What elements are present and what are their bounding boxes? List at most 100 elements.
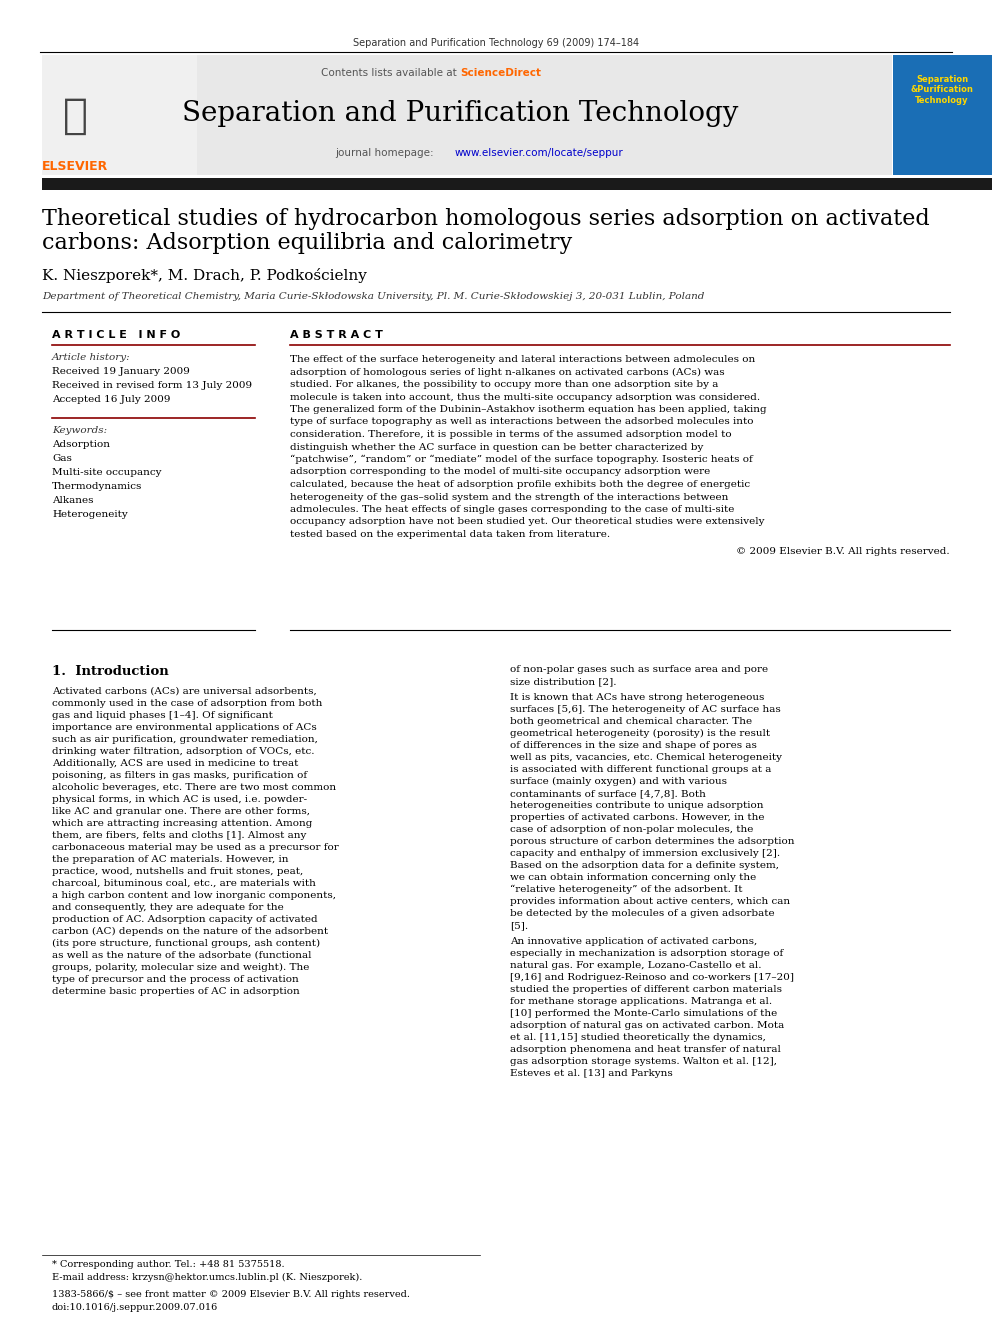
Text: for methane storage applications. Matranga et al.: for methane storage applications. Matran… xyxy=(510,998,772,1005)
Text: www.elsevier.com/locate/seppur: www.elsevier.com/locate/seppur xyxy=(455,148,624,157)
Text: calculated, because the heat of adsorption profile exhibits both the degree of e: calculated, because the heat of adsorpti… xyxy=(290,480,750,490)
Text: practice, wood, nutshells and fruit stones, peat,: practice, wood, nutshells and fruit ston… xyxy=(52,867,304,876)
Text: adsorption corresponding to the model of multi-site occupancy adsorption were: adsorption corresponding to the model of… xyxy=(290,467,710,476)
Text: physical forms, in which AC is used, i.e. powder-: physical forms, in which AC is used, i.e… xyxy=(52,795,308,804)
Text: “relative heterogeneity” of the adsorbent. It: “relative heterogeneity” of the adsorben… xyxy=(510,885,742,894)
Text: Based on the adsorption data for a definite system,: Based on the adsorption data for a defin… xyxy=(510,861,779,871)
Text: surfaces [5,6]. The heterogeneity of AC surface has: surfaces [5,6]. The heterogeneity of AC … xyxy=(510,705,781,714)
Text: alcoholic beverages, etc. There are two most common: alcoholic beverages, etc. There are two … xyxy=(52,783,336,792)
Text: gas and liquid phases [1–4]. Of significant: gas and liquid phases [1–4]. Of signific… xyxy=(52,710,273,720)
Text: molecule is taken into account, thus the multi-site occupancy adsorption was con: molecule is taken into account, thus the… xyxy=(290,393,760,401)
Text: A B S T R A C T: A B S T R A C T xyxy=(290,329,383,340)
Text: journal homepage:: journal homepage: xyxy=(335,148,436,157)
Text: provides information about active centers, which can: provides information about active center… xyxy=(510,897,790,906)
Text: Contents lists available at: Contents lists available at xyxy=(321,67,460,78)
Text: gas adsorption storage systems. Walton et al. [12],: gas adsorption storage systems. Walton e… xyxy=(510,1057,777,1066)
Text: well as pits, vacancies, etc. Chemical heterogeneity: well as pits, vacancies, etc. Chemical h… xyxy=(510,753,782,762)
Text: we can obtain information concerning only the: we can obtain information concerning onl… xyxy=(510,873,756,882)
Text: studied the properties of different carbon materials: studied the properties of different carb… xyxy=(510,986,782,994)
Text: properties of activated carbons. However, in the: properties of activated carbons. However… xyxy=(510,814,765,822)
Text: is associated with different functional groups at a: is associated with different functional … xyxy=(510,765,772,774)
Text: Alkanes: Alkanes xyxy=(52,496,93,505)
Bar xyxy=(42,179,992,191)
Bar xyxy=(42,56,197,175)
Text: © 2009 Elsevier B.V. All rights reserved.: © 2009 Elsevier B.V. All rights reserved… xyxy=(736,548,950,557)
Text: case of adsorption of non-polar molecules, the: case of adsorption of non-polar molecule… xyxy=(510,826,753,833)
Text: Article history:: Article history: xyxy=(52,353,131,363)
Text: Esteves et al. [13] and Parkyns: Esteves et al. [13] and Parkyns xyxy=(510,1069,673,1078)
Text: Heterogeneity: Heterogeneity xyxy=(52,509,128,519)
Text: Department of Theoretical Chemistry, Maria Curie-Skłodowska University, Pl. M. C: Department of Theoretical Chemistry, Mar… xyxy=(42,292,704,302)
Text: (its pore structure, functional groups, ash content): (its pore structure, functional groups, … xyxy=(52,939,320,949)
Bar xyxy=(42,56,892,175)
Text: size distribution [2].: size distribution [2]. xyxy=(510,677,616,687)
Text: distinguish whether the AC surface in question can be better characterized by: distinguish whether the AC surface in qu… xyxy=(290,442,703,451)
Text: and consequently, they are adequate for the: and consequently, they are adequate for … xyxy=(52,904,284,912)
Text: Thermodynamics: Thermodynamics xyxy=(52,482,143,491)
Text: which are attracting increasing attention. Among: which are attracting increasing attentio… xyxy=(52,819,312,828)
Text: “patchwise”, “random” or “mediate” model of the surface topography. Isosteric he: “patchwise”, “random” or “mediate” model… xyxy=(290,455,753,464)
Text: doi:10.1016/j.seppur.2009.07.016: doi:10.1016/j.seppur.2009.07.016 xyxy=(52,1303,218,1312)
Text: them, are fibers, felts and cloths [1]. Almost any: them, are fibers, felts and cloths [1]. … xyxy=(52,831,307,840)
Text: surface (mainly oxygen) and with various: surface (mainly oxygen) and with various xyxy=(510,777,727,786)
Text: like AC and granular one. There are other forms,: like AC and granular one. There are othe… xyxy=(52,807,310,816)
Text: K. Nieszporek*, M. Drach, P. Podkościelny: K. Nieszporek*, M. Drach, P. Podkościeln… xyxy=(42,269,367,283)
Text: The effect of the surface heterogeneity and lateral interactions between admolec: The effect of the surface heterogeneity … xyxy=(290,355,755,364)
Text: Separation and Purification Technology 69 (2009) 174–184: Separation and Purification Technology 6… xyxy=(353,38,639,48)
Text: [9,16] and Rodriguez-Reinoso and co-workers [17–20]: [9,16] and Rodriguez-Reinoso and co-work… xyxy=(510,972,794,982)
Text: Accepted 16 July 2009: Accepted 16 July 2009 xyxy=(52,396,171,404)
Text: capacity and enthalpy of immersion exclusively [2].: capacity and enthalpy of immersion exclu… xyxy=(510,849,780,859)
Text: Gas: Gas xyxy=(52,454,71,463)
Text: E-mail address: krzysn@hektor.umcs.lublin.pl (K. Nieszporek).: E-mail address: krzysn@hektor.umcs.lubli… xyxy=(52,1273,362,1282)
Text: et al. [11,15] studied theoretically the dynamics,: et al. [11,15] studied theoretically the… xyxy=(510,1033,766,1043)
Text: admolecules. The heat effects of single gases corresponding to the case of multi: admolecules. The heat effects of single … xyxy=(290,505,734,515)
Text: Adsorption: Adsorption xyxy=(52,441,110,448)
Text: of non-polar gases such as surface area and pore: of non-polar gases such as surface area … xyxy=(510,665,768,673)
Text: porous structure of carbon determines the adsorption: porous structure of carbon determines th… xyxy=(510,837,795,845)
Text: A R T I C L E   I N F O: A R T I C L E I N F O xyxy=(52,329,181,340)
Text: Multi-site occupancy: Multi-site occupancy xyxy=(52,468,162,478)
Text: especially in mechanization is adsorption storage of: especially in mechanization is adsorptio… xyxy=(510,949,784,958)
Text: Received 19 January 2009: Received 19 January 2009 xyxy=(52,366,189,376)
Text: as well as the nature of the adsorbate (functional: as well as the nature of the adsorbate (… xyxy=(52,951,311,960)
Text: poisoning, as filters in gas masks, purification of: poisoning, as filters in gas masks, puri… xyxy=(52,771,308,781)
Text: It is known that ACs have strong heterogeneous: It is known that ACs have strong heterog… xyxy=(510,693,765,703)
Text: type of precursor and the process of activation: type of precursor and the process of act… xyxy=(52,975,299,984)
Text: Separation
&Purification
Technology: Separation &Purification Technology xyxy=(911,75,973,105)
Text: 🌳: 🌳 xyxy=(62,95,87,138)
Text: occupancy adsorption have not been studied yet. Our theoretical studies were ext: occupancy adsorption have not been studi… xyxy=(290,517,765,527)
Text: Theoretical studies of hydrocarbon homologous series adsorption on activated: Theoretical studies of hydrocarbon homol… xyxy=(42,208,930,230)
Text: Keywords:: Keywords: xyxy=(52,426,107,435)
Text: 1383-5866/$ – see front matter © 2009 Elsevier B.V. All rights reserved.: 1383-5866/$ – see front matter © 2009 El… xyxy=(52,1290,410,1299)
Text: tested based on the experimental data taken from literature.: tested based on the experimental data ta… xyxy=(290,531,610,538)
Text: adsorption of natural gas on activated carbon. Mota: adsorption of natural gas on activated c… xyxy=(510,1021,785,1031)
Text: carbon (AC) depends on the nature of the adsorbent: carbon (AC) depends on the nature of the… xyxy=(52,927,328,937)
Text: carbons: Adsorption equilibria and calorimetry: carbons: Adsorption equilibria and calor… xyxy=(42,232,572,254)
Text: both geometrical and chemical character. The: both geometrical and chemical character.… xyxy=(510,717,752,726)
Text: of differences in the size and shape of pores as: of differences in the size and shape of … xyxy=(510,741,757,750)
Text: ELSEVIER: ELSEVIER xyxy=(42,160,108,173)
Text: commonly used in the case of adsorption from both: commonly used in the case of adsorption … xyxy=(52,699,322,708)
Text: * Corresponding author. Tel.: +48 81 5375518.: * Corresponding author. Tel.: +48 81 537… xyxy=(52,1259,285,1269)
Text: natural gas. For example, Lozano-Castello et al.: natural gas. For example, Lozano-Castell… xyxy=(510,960,762,970)
Text: studied. For alkanes, the possibility to occupy more than one adsorption site by: studied. For alkanes, the possibility to… xyxy=(290,380,718,389)
Text: be detected by the molecules of a given adsorbate: be detected by the molecules of a given … xyxy=(510,909,775,918)
Text: geometrical heterogeneity (porosity) is the result: geometrical heterogeneity (porosity) is … xyxy=(510,729,770,738)
Text: adsorption phenomena and heat transfer of natural: adsorption phenomena and heat transfer o… xyxy=(510,1045,781,1054)
Text: determine basic properties of AC in adsorption: determine basic properties of AC in adso… xyxy=(52,987,300,996)
Bar xyxy=(893,56,992,175)
Text: contaminants of surface [4,7,8]. Both: contaminants of surface [4,7,8]. Both xyxy=(510,789,706,798)
Text: The generalized form of the Dubinin–Astakhov isotherm equation has been applied,: The generalized form of the Dubinin–Asta… xyxy=(290,405,767,414)
Text: heterogeneities contribute to unique adsorption: heterogeneities contribute to unique ads… xyxy=(510,800,764,810)
Text: a high carbon content and low inorganic components,: a high carbon content and low inorganic … xyxy=(52,890,336,900)
Text: type of surface topography as well as interactions between the adsorbed molecule: type of surface topography as well as in… xyxy=(290,418,754,426)
Text: importance are environmental applications of ACs: importance are environmental application… xyxy=(52,722,316,732)
Text: heterogeneity of the gas–solid system and the strength of the interactions betwe: heterogeneity of the gas–solid system an… xyxy=(290,492,728,501)
Text: such as air purification, groundwater remediation,: such as air purification, groundwater re… xyxy=(52,736,317,744)
Text: An innovative application of activated carbons,: An innovative application of activated c… xyxy=(510,937,757,946)
Text: Received in revised form 13 July 2009: Received in revised form 13 July 2009 xyxy=(52,381,252,390)
Text: carbonaceous material may be used as a precursor for: carbonaceous material may be used as a p… xyxy=(52,843,338,852)
Text: Activated carbons (ACs) are universal adsorbents,: Activated carbons (ACs) are universal ad… xyxy=(52,687,316,696)
Text: charcoal, bituminous coal, etc., are materials with: charcoal, bituminous coal, etc., are mat… xyxy=(52,878,315,888)
Text: production of AC. Adsorption capacity of activated: production of AC. Adsorption capacity of… xyxy=(52,916,317,923)
